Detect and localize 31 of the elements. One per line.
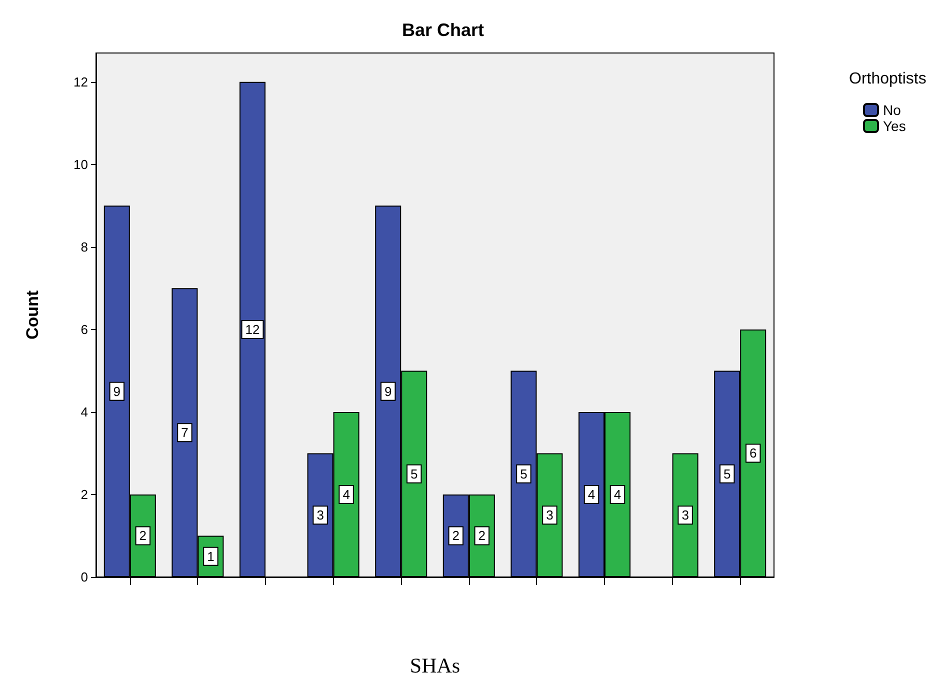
y-tick-label: 6 xyxy=(80,322,88,337)
data-label: 5 xyxy=(723,466,731,482)
y-tick-label: 10 xyxy=(74,156,88,172)
y-axis-title: Count xyxy=(23,290,42,340)
data-label: 2 xyxy=(478,528,486,544)
data-label: 1 xyxy=(207,548,214,564)
data-label: 3 xyxy=(682,508,689,523)
legend-label: No xyxy=(883,102,902,118)
y-tick-label: 4 xyxy=(80,404,88,420)
y-tick-label: 2 xyxy=(80,486,88,502)
data-label: 9 xyxy=(113,384,121,399)
y-tick-label: 12 xyxy=(74,74,88,90)
y-tick-label: 0 xyxy=(80,570,88,584)
data-label: 9 xyxy=(384,384,392,399)
data-label: 3 xyxy=(546,508,554,523)
data-label: 2 xyxy=(452,528,460,544)
data-label: 5 xyxy=(520,466,528,482)
data-label: 7 xyxy=(181,425,188,440)
y-tick-label: 8 xyxy=(80,239,88,254)
legend-title: Orthoptists xyxy=(849,70,926,88)
chart-title: Bar Chart xyxy=(402,20,484,40)
data-label: 5 xyxy=(410,466,418,482)
data-label: 6 xyxy=(749,446,757,461)
data-label: 4 xyxy=(614,486,622,502)
x-axis-title: SHAs xyxy=(410,654,460,678)
data-label: 2 xyxy=(139,528,147,544)
data-label: 12 xyxy=(245,322,260,337)
data-label: 4 xyxy=(588,486,596,502)
data-label: 4 xyxy=(342,486,350,502)
legend-label: Yes xyxy=(883,118,906,134)
data-label: 3 xyxy=(316,508,324,523)
